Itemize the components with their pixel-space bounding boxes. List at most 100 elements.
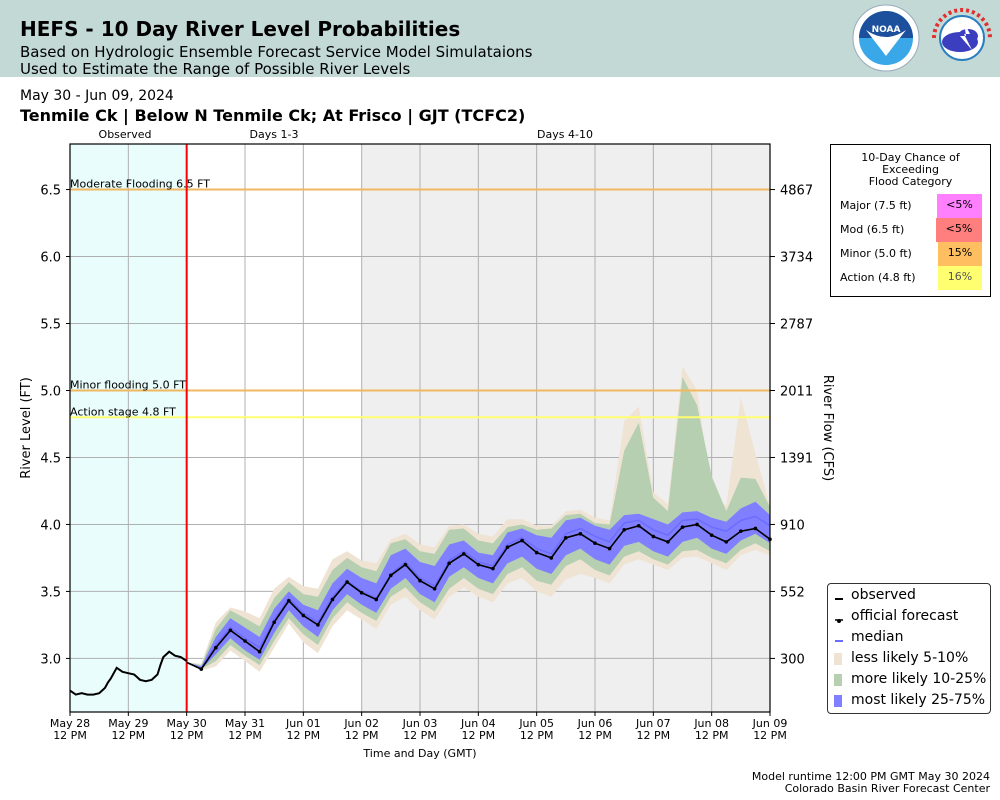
model-runtime: Model runtime 12:00 PM GMT May 30 2024 (751, 770, 990, 783)
y-tick-label: 5.5 (40, 318, 61, 333)
legend-line-icon (834, 632, 843, 644)
x-tick-label: May 30 (167, 717, 207, 730)
official-forecast-point (651, 534, 656, 539)
x-tick-label: 12 PM (578, 729, 612, 742)
flood-row-value: <5% (937, 194, 982, 218)
y-tick-label: 3.0 (40, 652, 61, 667)
x-tick-label: Jun 05 (518, 717, 554, 730)
x-tick-label: May 28 (50, 717, 90, 730)
legend-item-less-likely: less likely 5-10% (828, 649, 990, 669)
legend-patch-icon (834, 674, 842, 686)
nws-logo (929, 5, 995, 71)
y-right-tick-label: 2011 (780, 384, 813, 399)
y-right-tick-label: 4867 (780, 184, 813, 199)
flood-row-action: Action (4.8 ft) 16% (831, 266, 990, 290)
official-forecast-point (214, 645, 218, 650)
header-banner: HEFS - 10 Day River Level Probabilities … (0, 0, 1000, 78)
x-tick-label: Jun 09 (752, 717, 788, 730)
y-right-tick-label: 3734 (780, 251, 813, 266)
y-right-tick-label: 2787 (780, 318, 813, 333)
official-forecast-point (666, 540, 670, 544)
y-axis-label-right: River Flow (CFS) (820, 375, 835, 481)
official-forecast-point (505, 545, 510, 550)
x-tick-label: 12 PM (462, 729, 496, 742)
official-forecast-point (724, 540, 729, 544)
legend-item-observed: observed (828, 586, 990, 606)
flood-row-major: Major (7.5 ft) <5% (831, 194, 990, 218)
official-forecast-point (286, 599, 291, 603)
official-forecast-point (739, 529, 743, 533)
x-tick-label: 12 PM (520, 729, 554, 742)
official-forecast-point (695, 522, 699, 527)
legend-item-most-likely: most likely 25-75% (828, 691, 990, 711)
x-tick-label: Jun 02 (343, 717, 379, 730)
official-forecast-point (374, 597, 379, 602)
official-forecast-point (359, 590, 364, 595)
threshold-label: Minor flooding 5.0 FT (70, 378, 186, 391)
observed-line (69, 650, 188, 696)
x-tick-label: 12 PM (287, 729, 321, 742)
official-forecast-point (680, 525, 685, 529)
legend-label: more likely 10-25% (851, 671, 987, 687)
official-forecast-point (636, 523, 641, 528)
official-forecast-point (564, 536, 568, 540)
official-forecast-point (607, 546, 612, 551)
x-tick-label: 12 PM (112, 729, 146, 742)
official-forecast-point (753, 526, 758, 531)
official-forecast-point (272, 620, 276, 625)
legend-label: median (851, 629, 904, 645)
y-tick-label: 4.0 (40, 518, 61, 533)
y-tick-label: 3.5 (40, 585, 61, 600)
x-tick-label: 12 PM (228, 729, 262, 742)
y-tick-label: 4.5 (40, 451, 61, 466)
official-forecast-point (389, 573, 393, 578)
flood-row-value: 15% (938, 242, 982, 266)
official-forecast-point (228, 628, 233, 633)
official-forecast-point (432, 586, 437, 591)
y-tick-label: 6.0 (40, 251, 61, 266)
station-title: Tenmile Ck | Below N Tenmile Ck; At Fris… (20, 106, 526, 125)
official-forecast-point (243, 639, 247, 643)
forecast-center: Colorado Basin River Forecast Center (784, 782, 990, 795)
flood-row-label: Minor (5.0 ft) (840, 247, 912, 260)
region-days-4-10 (361, 144, 770, 712)
flood-row-value: <5% (936, 218, 982, 242)
official-forecast-point (257, 649, 262, 654)
official-forecast-point (593, 541, 597, 546)
y-right-tick-label: 300 (780, 652, 805, 667)
official-forecast-point (447, 561, 451, 566)
legend-line-icon (834, 590, 843, 602)
flood-category-table: 10-Day Chance of Exceeding Flood Categor… (830, 144, 991, 297)
official-forecast-point (534, 550, 539, 555)
y-tick-label: 5.0 (40, 384, 61, 399)
flood-row-value: 16% (938, 266, 982, 290)
region-label: Days 4-10 (537, 128, 593, 141)
official-forecast-point (520, 538, 524, 543)
official-forecast-point (316, 623, 320, 627)
band-most-likely-25-75 (186, 501, 770, 670)
legend-label: most likely 25-75% (851, 692, 986, 708)
y-right-tick-label: 910 (780, 518, 805, 533)
flood-table-title-line: Flood Category (868, 175, 953, 188)
x-tick-label: Jun 01 (285, 717, 321, 730)
official-forecast-point (461, 552, 466, 556)
flood-row-label: Mod (6.5 ft) (840, 223, 905, 236)
legend-label: less likely 5-10% (851, 650, 969, 666)
x-axis-label: Time and Day (GMT) (362, 747, 476, 760)
x-tick-label: Jun 03 (402, 717, 438, 730)
x-tick-label: 12 PM (403, 729, 437, 742)
page-subtitle-2: Used to Estimate the Range of Possible R… (20, 60, 411, 78)
page-subtitle-1: Based on Hydrologic Ensemble Forecast Se… (20, 43, 533, 61)
legend-item-official-forecast: official forecast (828, 607, 990, 627)
x-tick-label: Jun 04 (460, 717, 496, 730)
y-axis-label: River Level (FT) (19, 377, 34, 479)
x-tick-label: 12 PM (637, 729, 671, 742)
official-forecast-point (622, 528, 626, 532)
noaa-logo: NOAA (852, 4, 920, 72)
official-forecast-point (403, 562, 408, 567)
x-tick-label: Jun 06 (577, 717, 613, 730)
chart-legend: observed official forecast median less l… (827, 583, 991, 714)
x-tick-label: 12 PM (53, 729, 87, 742)
y-tick-label: 6.5 (40, 184, 61, 199)
